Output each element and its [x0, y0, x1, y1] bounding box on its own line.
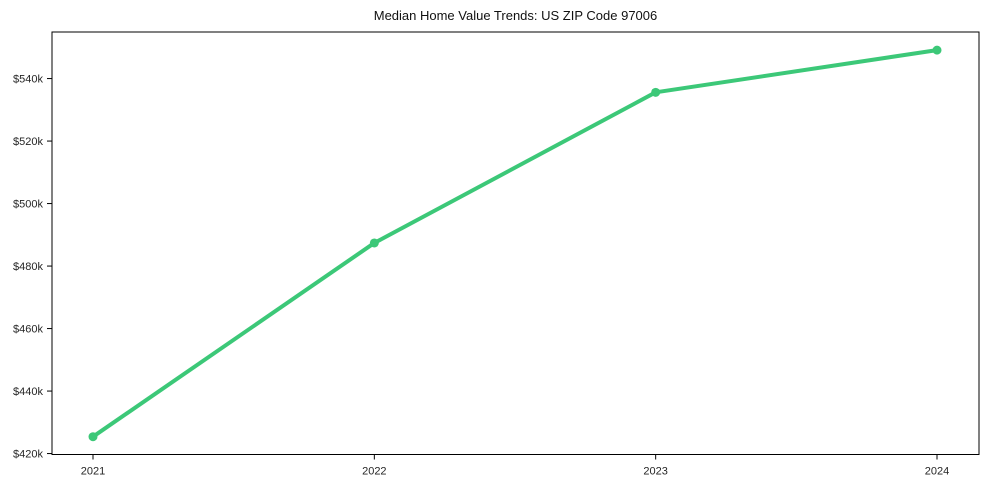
y-tick-label: $540k — [13, 74, 43, 86]
y-tick-label: $500k — [13, 199, 43, 211]
data-point-marker — [651, 87, 661, 97]
x-tick-label: 2022 — [362, 466, 386, 478]
chart-title: Median Home Value Trends: US ZIP Code 97… — [374, 8, 658, 23]
data-point-marker — [88, 432, 98, 442]
y-tick-label: $480k — [13, 261, 43, 273]
plot-area: $420k $440k $460k $480k $500k $520k $540k 2021 2… — [13, 31, 980, 478]
x-tick-label: 2024 — [925, 466, 949, 478]
y-tick-label: $520k — [13, 136, 43, 148]
y-tick-label: $440k — [13, 386, 43, 398]
plot-border — [51, 31, 980, 455]
data-point-marker — [369, 238, 379, 248]
x-tick-label: 2023 — [643, 466, 667, 478]
y-tick-label: $460k — [13, 324, 43, 336]
y-tick-label: $420k — [13, 449, 43, 461]
x-tick-label: 2021 — [81, 466, 105, 478]
data-point-marker — [932, 45, 942, 55]
trend-line — [91, 48, 939, 439]
